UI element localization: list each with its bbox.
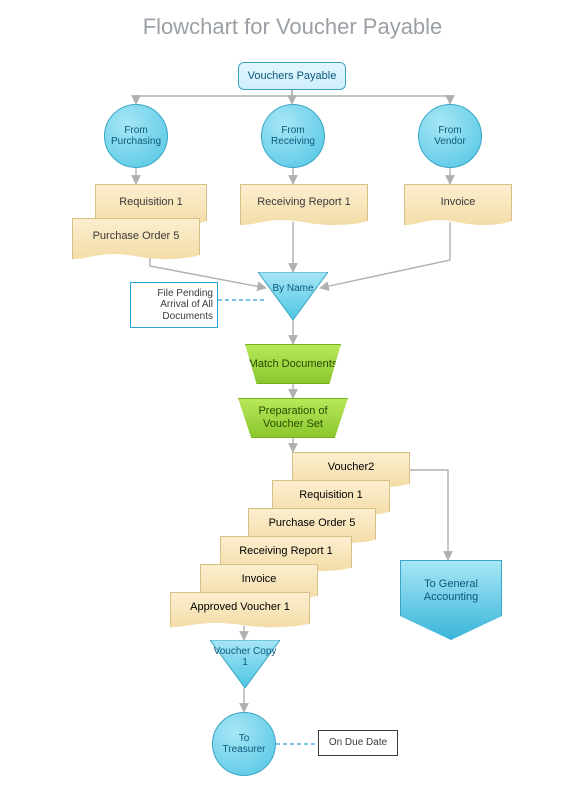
node-po5: Purchase Order 5 [72,218,200,260]
flowchart-canvas: Flowchart for Voucher Payable Vouchers P… [0,0,585,794]
edge [136,90,292,104]
edge [320,222,450,288]
node-match: Match Documents [245,344,341,384]
node-purchasing: From Purchasing [104,104,168,168]
node-vendor: From Vendor [418,104,482,168]
node-invoice: Invoice [404,184,512,226]
node-pending: File Pending Arrival of All Documents [130,282,218,328]
edge [410,470,448,560]
node-start: Vouchers Payable [238,62,346,90]
edge [292,90,450,104]
node-vcopy: Voucher Copy 1 [210,640,280,688]
node-recvrep: Receiving Report 1 [240,184,368,226]
node-appvoucher: Approved Voucher 1 [170,592,310,628]
node-prep: Preparation of Voucher Set [238,398,348,438]
node-receiving: From Receiving [261,104,325,168]
node-treasurer: To Treasurer [212,712,276,776]
node-ondue: On Due Date [318,730,398,756]
node-byname: By Name [258,272,328,320]
